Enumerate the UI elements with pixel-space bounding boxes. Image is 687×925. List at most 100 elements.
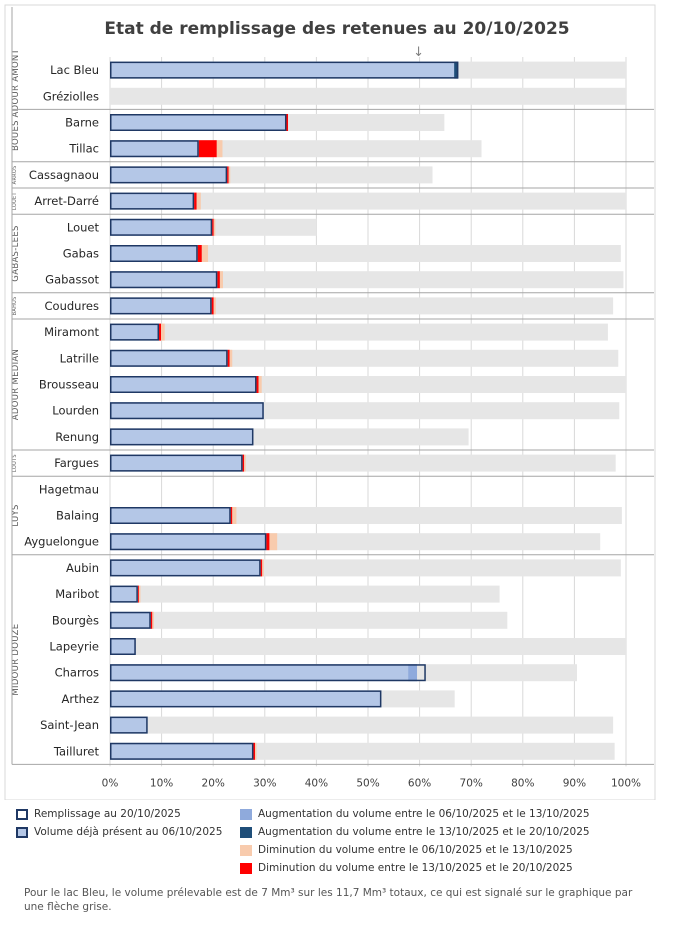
- group-label: ARROS: [12, 165, 18, 184]
- fill-20-outline: [110, 402, 264, 420]
- legend-item-fill-20: Remplissage au 20/10/2025: [16, 808, 181, 820]
- capacity-bar: [110, 323, 608, 341]
- decrease-13-20-bar: [211, 297, 214, 315]
- capacity-bar: [110, 611, 508, 629]
- base-bar: [110, 585, 138, 603]
- category-label: Coudures: [45, 299, 100, 313]
- decrease-13-20-bar: [230, 507, 233, 524]
- base-bar: [110, 61, 459, 79]
- capacity-bar: [110, 192, 626, 210]
- group-label: LOUTS: [12, 454, 18, 472]
- category-label: Gabas: [63, 247, 99, 261]
- category-label: Gabassot: [45, 273, 99, 287]
- chart-legend: Remplissage au 20/10/2025 Volume déjà pr…: [12, 806, 672, 876]
- category-label: Lapeyrie: [49, 640, 99, 654]
- category-label: Arthez: [61, 692, 99, 706]
- decrease-06-13-bar: [213, 297, 216, 315]
- legend-label: Volume déjà présent au 06/10/2025: [34, 826, 223, 838]
- decrease-13-20-bar: [150, 611, 153, 629]
- footnote: Pour le lac Bleu, le volume prélevable e…: [24, 887, 633, 913]
- decrease-13-20-bar: [227, 166, 229, 184]
- base-bar: [110, 507, 231, 524]
- category-label: Saint-Jean: [40, 718, 99, 732]
- capacity-bar: [110, 585, 500, 603]
- base-bar: [110, 454, 243, 472]
- base-bar: [110, 428, 254, 446]
- category-label: Hagetmau: [39, 482, 99, 496]
- group-label: LOUET: [12, 191, 18, 210]
- fill-20-outline: [110, 428, 254, 446]
- fill-20-outline: [110, 297, 212, 315]
- decrease-13-20-bar: [194, 192, 197, 210]
- decrease-06-13-bar: [254, 742, 257, 760]
- category-label: Lac Bleu: [50, 63, 99, 77]
- capacity-bar: [110, 507, 622, 524]
- decrease-06-13-bar: [244, 454, 246, 472]
- capacity-bar: [110, 297, 614, 315]
- base-bar: [110, 245, 198, 262]
- base-bar: [110, 376, 257, 393]
- chart-frame: [4, 4, 656, 800]
- decrease-06-13-bar: [213, 218, 216, 236]
- decrease-13-20-bar: [253, 742, 255, 760]
- category-label: Tillac: [68, 142, 99, 156]
- base-bar: [110, 297, 212, 315]
- group-label: ADOUR MEDIAN: [11, 349, 21, 420]
- decrease-13-20-bar: [197, 245, 202, 262]
- base-bar: [110, 114, 287, 131]
- base-bar: [110, 664, 418, 682]
- base-bar: [110, 192, 195, 210]
- reservoir-chart: Etat de remplissage des retenues au 20/1…: [4, 4, 656, 800]
- decrease-06-13-bar: [201, 245, 209, 262]
- base-bar: [110, 323, 160, 341]
- fill-20-outline: [110, 114, 287, 131]
- decrease-06-13-bar: [216, 140, 223, 158]
- category-label: Arret-Darré: [34, 194, 99, 208]
- x-tick-label: 50%: [356, 777, 379, 789]
- fill-20-outline: [110, 690, 382, 708]
- fill-20-outline: [110, 271, 218, 289]
- legend-swatch-inc-13-20: [240, 826, 252, 838]
- legend-swatch-dec-13-20: [240, 862, 252, 874]
- x-tick-label: 80%: [511, 777, 534, 789]
- capacity-bar: [110, 271, 624, 289]
- fill-20-outline: [110, 611, 151, 629]
- legend-item-base-06: Volume déjà présent au 06/10/2025: [16, 826, 222, 838]
- category-label: Renung: [55, 430, 99, 444]
- base-bar: [110, 166, 228, 184]
- decrease-06-13-bar: [196, 192, 201, 210]
- category-label: Barne: [65, 116, 99, 130]
- fill-20-outline: [110, 559, 261, 577]
- legend-item-dec-06-13: Diminution du volume entre le 06/10/2025…: [240, 844, 573, 856]
- capacity-bar: [110, 716, 614, 734]
- fill-20-outline: [110, 664, 426, 682]
- decrease-06-13-bar: [219, 271, 224, 289]
- legend-swatch-base: [16, 826, 28, 838]
- category-label: Louet: [67, 220, 100, 234]
- x-tick-label: 10%: [150, 777, 173, 789]
- decrease-06-13-bar: [152, 611, 154, 629]
- category-label: Ayguelongue: [24, 535, 99, 549]
- category-label: Maribot: [55, 587, 99, 601]
- decrease-13-20-bar: [256, 376, 259, 393]
- capacity-bar: [110, 349, 619, 367]
- fill-20-outline: [110, 218, 213, 236]
- fill-20-outline: [110, 585, 138, 603]
- category-label: Brousseau: [39, 378, 99, 392]
- lac-bleu-arrow: ↓: [413, 45, 424, 60]
- base-bar: [110, 140, 199, 158]
- category-label: Tailluret: [53, 744, 100, 758]
- group-label: LUYS: [11, 504, 21, 526]
- fill-20-outline: [110, 376, 257, 393]
- decrease-06-13-bar: [138, 585, 141, 603]
- legend-swatch-outline: [16, 808, 28, 820]
- x-tick-label: 40%: [305, 777, 328, 789]
- decrease-13-20-bar: [286, 114, 289, 131]
- decrease-06-13-bar: [269, 533, 278, 551]
- category-label: Cassagnaou: [29, 168, 99, 182]
- legend-swatch-dec-06-13: [240, 844, 252, 856]
- decrease-06-13-bar: [258, 376, 262, 393]
- base-bar: [110, 638, 136, 655]
- fill-20-outline: [110, 140, 199, 158]
- decrease-13-20-bar: [137, 585, 139, 603]
